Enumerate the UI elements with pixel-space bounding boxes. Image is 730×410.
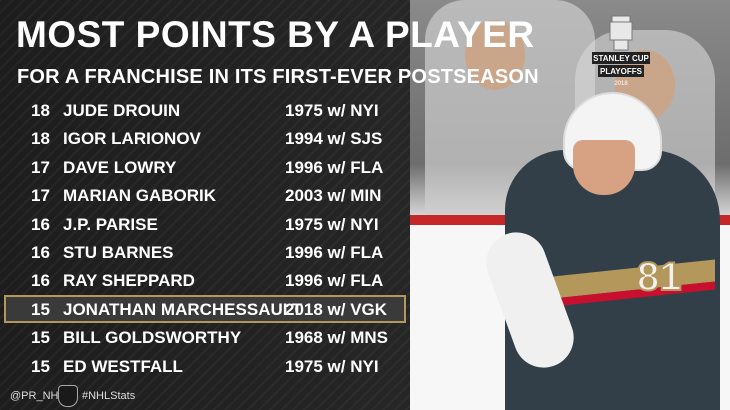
page-subtitle: FOR A FRANCHISE IN ITS FIRST-EVER POSTSE… [17, 66, 539, 88]
stanley-cup-playoffs-logo: STANLEY CUP PLAYOFFS 2018 [592, 15, 650, 87]
season-team: 1996 w/ FLA [285, 242, 384, 262]
spectator-head [465, 20, 525, 90]
highlighted-list-item: 15 JONATHAN MARCHESSAULT 2018 w/ VGK [4, 294, 406, 324]
points-value: 16 [31, 271, 50, 291]
logo-year: 2018 [614, 81, 628, 87]
list-item: 18 IGOR LARIONOV 1994 w/ SJS [0, 124, 410, 152]
points-value: 15 [31, 299, 50, 319]
season-team: 2018 w/ VGK [285, 299, 388, 319]
season-team: 1975 w/ NYI [285, 214, 379, 234]
points-value: 15 [31, 356, 50, 376]
player-photo: IE 81 [405, 0, 730, 410]
page-title: MOST POINTS BY A PLAYER [16, 14, 535, 55]
logo-line2: PLAYOFFS [600, 67, 643, 76]
list-item: 18 JUDE DROUIN 1975 w/ NYI [0, 96, 410, 124]
player-name: MARIAN GABORIK [63, 186, 216, 206]
player-name: J.P. PARISE [63, 214, 158, 234]
logo-line1: STANLEY CUP [593, 54, 649, 63]
points-value: 15 [31, 328, 50, 348]
season-team: 1996 w/ FLA [285, 157, 384, 177]
points-value: 17 [31, 157, 50, 177]
list-item: 17 DAVE LOWRY 1996 w/ FLA [0, 153, 410, 181]
points-value: 16 [31, 214, 50, 234]
list-item: 16 STU BARNES 1996 w/ FLA [0, 238, 410, 266]
player-name: BILL GOLDSWORTHY [63, 328, 242, 348]
points-value: 17 [31, 186, 50, 206]
hashtag[interactable]: #NHLStats [82, 390, 136, 402]
stats-list: 18 JUDE DROUIN 1975 w/ NYI 18 IGOR LARIO… [0, 96, 410, 380]
player-face [573, 140, 635, 195]
list-item: 15 ED WESTFALL 1975 w/ NYI [0, 352, 410, 380]
season-team: 1975 w/ NYI [285, 101, 379, 120]
nhl-shield-icon [58, 385, 78, 407]
list-item: 15 BILL GOLDSWORTHY 1968 w/ MNS [0, 323, 410, 351]
points-value: 18 [31, 129, 50, 149]
jersey-number: 81 [636, 254, 682, 300]
twitter-handle[interactable]: @PR_NHL [10, 390, 65, 402]
stats-panel [0, 0, 410, 410]
list-item: 16 J.P. PARISE 1975 w/ NYI [0, 210, 410, 238]
player-name: IGOR LARIONOV [63, 129, 201, 149]
player-name: JONATHAN MARCHESSAULT [63, 299, 303, 319]
season-team: 1996 w/ FLA [285, 271, 384, 291]
player-name: ED WESTFALL [63, 356, 183, 376]
player-name: JUDE DROUIN [63, 101, 181, 120]
season-team: 2003 w/ MIN [285, 186, 382, 206]
season-team: 1968 w/ MNS [285, 328, 388, 348]
points-value: 16 [31, 242, 50, 262]
player-name: STU BARNES [63, 242, 174, 262]
points-value: 18 [31, 101, 50, 120]
player-name: RAY SHEPPARD [63, 271, 195, 291]
list-item: 17 MARIAN GABORIK 2003 w/ MIN [0, 181, 410, 209]
season-team: 1975 w/ NYI [285, 356, 379, 376]
season-team: 1994 w/ SJS [285, 129, 383, 149]
list-item: 16 RAY SHEPPARD 1996 w/ FLA [0, 266, 410, 294]
player-name: DAVE LOWRY [63, 157, 177, 177]
footer: @PR_NHL #NHLStats [0, 382, 410, 410]
